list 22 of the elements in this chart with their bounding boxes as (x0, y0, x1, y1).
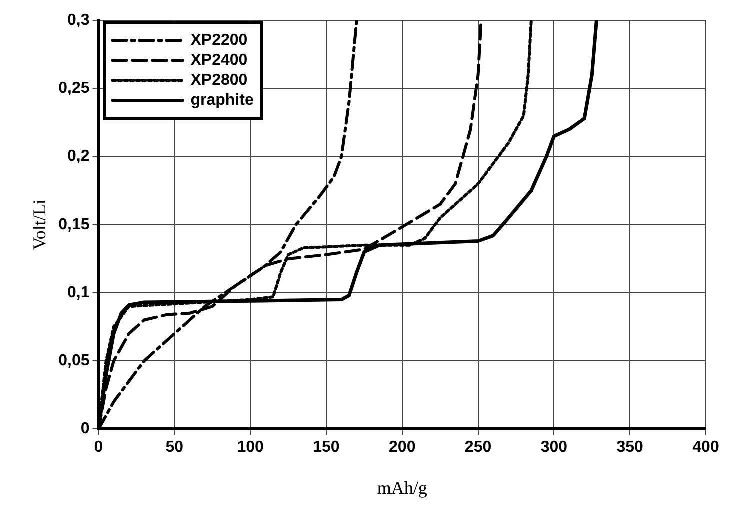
legend-label: XP2800 (190, 72, 248, 90)
x-tick-label: 250 (464, 439, 492, 456)
y-tick-label: 0,3 (67, 12, 90, 30)
x-tick-label: 50 (166, 439, 184, 456)
x-tick-label: 200 (389, 439, 416, 456)
legend-label: graphite (190, 92, 254, 110)
y-tick-label: 0,15 (58, 216, 90, 234)
x-tick-label: 100 (237, 439, 264, 456)
y-tick-label: 0,25 (58, 80, 90, 98)
y-tick-label: 0,05 (58, 352, 90, 370)
legend-label: XP2400 (190, 52, 248, 70)
y-tick-label: 0,1 (67, 284, 90, 302)
y-tick-label: 0 (80, 420, 90, 438)
x-tick-label: 0 (94, 439, 104, 456)
x-tick-label: 150 (313, 439, 340, 456)
legend-label: XP2200 (190, 32, 248, 50)
x-tick-label: 350 (616, 439, 644, 456)
x-tick-label: 300 (540, 439, 568, 456)
x-tick-label: 400 (692, 439, 720, 456)
x-axis-title: mAh/g (377, 478, 428, 498)
y-axis-title: Volt/Li (30, 200, 50, 250)
y-tick-label: 0,2 (67, 148, 90, 166)
